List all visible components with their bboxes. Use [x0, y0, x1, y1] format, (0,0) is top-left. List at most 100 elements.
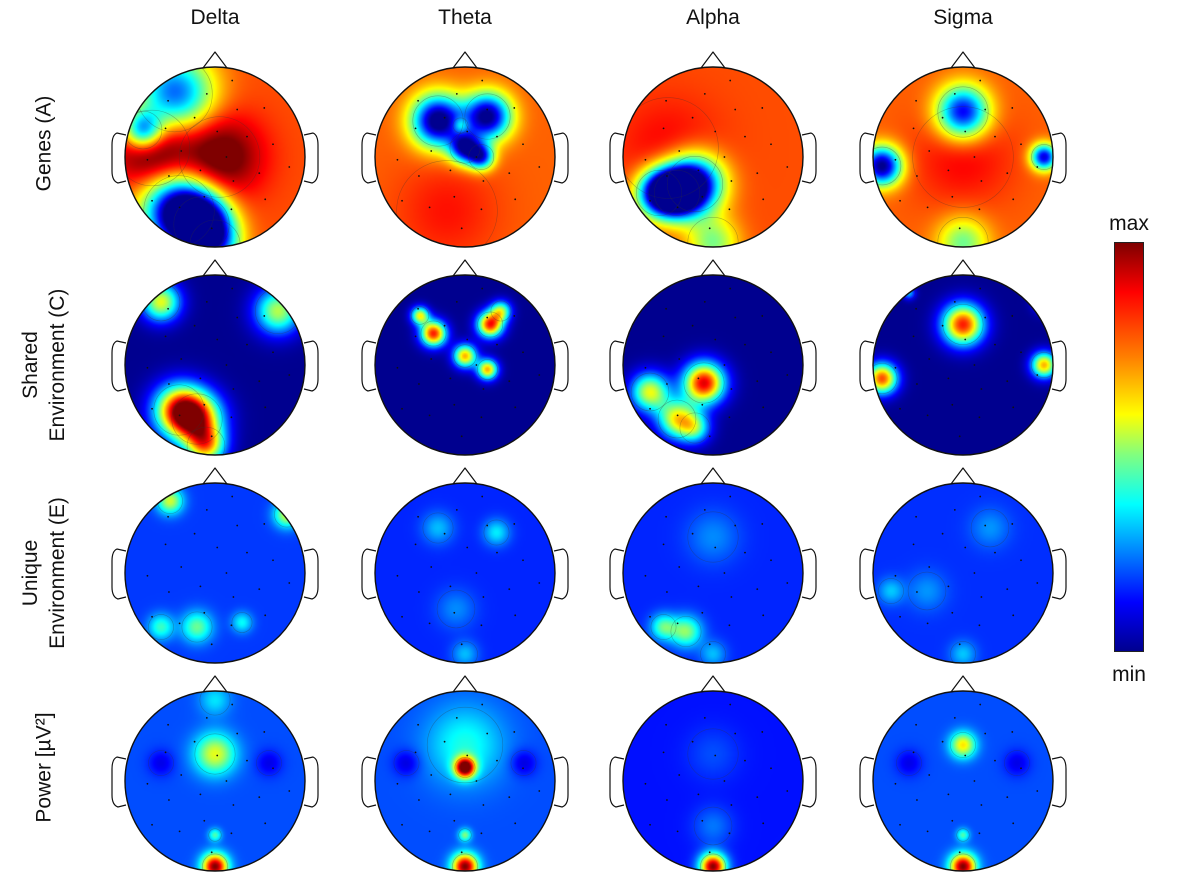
electrode-dot: [513, 107, 516, 109]
electrode-dot: [167, 515, 170, 518]
colorbar-max-label: max: [1109, 212, 1149, 235]
electrode-dot: [666, 591, 668, 593]
electrode-dot: [481, 287, 484, 290]
electrode-dot: [1036, 582, 1039, 584]
contour-line: [912, 106, 1014, 208]
electrode-dot: [430, 358, 433, 360]
electrode-dot: [1036, 166, 1039, 168]
scalp-heatmap: [375, 483, 555, 663]
electrode-dot: [1020, 559, 1022, 562]
electrode-dot: [644, 158, 647, 161]
electrode-dot: [697, 585, 700, 588]
contour-line: [199, 691, 231, 716]
row-label-genes: Genes (A): [32, 95, 56, 192]
electrode-dot: [928, 774, 931, 776]
electrode-dot: [146, 366, 149, 369]
electrode-dot: [258, 796, 261, 799]
contour-line: [1033, 291, 1053, 313]
electrode-dot: [926, 622, 929, 625]
electrode-dot: [734, 732, 737, 735]
scalp-heatmap: [873, 67, 1053, 247]
scalp-heatmap: [125, 483, 305, 663]
electrode-dot: [538, 166, 541, 168]
contour-line: [679, 412, 711, 444]
electrode-dot: [288, 790, 291, 792]
electrode-dot: [428, 622, 431, 625]
electrode-dot: [414, 335, 417, 338]
electrode-dot: [481, 79, 484, 82]
electrode-dot: [418, 175, 420, 177]
right-ear-outline: [801, 340, 817, 392]
head-outline: [872, 66, 1054, 248]
contour-line: [393, 750, 420, 776]
electrode-dot: [1036, 374, 1039, 376]
right-ear-outline: [553, 340, 569, 392]
electrode-dot: [210, 643, 213, 646]
electrode-dot: [486, 732, 489, 735]
electrode-dot: [508, 172, 511, 175]
electrode-dot: [691, 116, 694, 119]
contour-line: [654, 170, 700, 216]
electrode-dot: [168, 383, 170, 385]
left-ear-outline: [859, 756, 875, 808]
electrode-dot: [703, 508, 706, 511]
contour-line: [490, 300, 512, 322]
electrode-dot: [513, 731, 516, 733]
electrode-dot: [482, 804, 485, 806]
electrode-dot: [703, 92, 706, 95]
contour-line: [454, 757, 476, 778]
nose-outline: [950, 51, 976, 69]
electrode-dot: [246, 551, 248, 554]
electrode-dot: [951, 403, 954, 406]
electrode-dot: [947, 169, 950, 172]
electrode-dot: [203, 403, 206, 406]
scalp-heatmap: [125, 691, 305, 871]
contour-line: [422, 512, 454, 544]
electrode-dot: [703, 716, 706, 719]
electrode-dot: [762, 614, 765, 617]
electrode-dot: [146, 574, 149, 577]
electrode-dot: [480, 832, 483, 835]
electrode-dot: [1012, 198, 1015, 201]
nose-outline: [452, 675, 478, 693]
electrode-dot: [665, 515, 668, 518]
column-header-delta: Delta: [190, 6, 240, 29]
left-ear-outline: [859, 340, 875, 392]
electrode-dot: [980, 180, 983, 182]
electrode-dot: [263, 523, 266, 525]
electrode-dot: [180, 150, 183, 152]
electrode-dot: [272, 767, 274, 770]
electrode-dot: [514, 198, 517, 201]
electrode-dot: [951, 195, 954, 198]
left-ear-outline: [859, 132, 875, 184]
contour-line: [483, 519, 510, 546]
scalp-heatmap: [125, 67, 305, 247]
contour-line: [148, 750, 174, 776]
contour-line: [873, 363, 898, 394]
contour-line: [452, 853, 478, 871]
head-outline: [124, 66, 306, 248]
electrode-dot: [894, 158, 897, 161]
left-ear-outline: [361, 756, 377, 808]
electrode-dot: [230, 624, 233, 627]
electrode-dot: [744, 759, 746, 762]
head-outline: [124, 274, 306, 456]
electrode-dot: [258, 380, 261, 383]
electrode-dot: [728, 208, 731, 211]
electrode-dot: [691, 324, 694, 327]
electrode-dot: [744, 551, 746, 554]
electrode-dot: [728, 416, 731, 419]
contour-line: [1036, 840, 1052, 857]
electrode-dot: [729, 703, 732, 706]
topoplot-unique-env-sigma: [859, 467, 1067, 664]
electrode-dot: [761, 523, 764, 525]
contour-line: [125, 109, 191, 187]
electrode-dot: [396, 158, 399, 161]
electrode-dot: [701, 611, 704, 614]
electrode-dot: [915, 307, 918, 310]
electrode-dot: [164, 335, 167, 338]
contour-line: [873, 146, 902, 186]
electrode-dot: [225, 364, 228, 366]
electrode-dot: [701, 195, 704, 198]
row-label-shared-environment: Shared Environment (C): [19, 288, 69, 442]
